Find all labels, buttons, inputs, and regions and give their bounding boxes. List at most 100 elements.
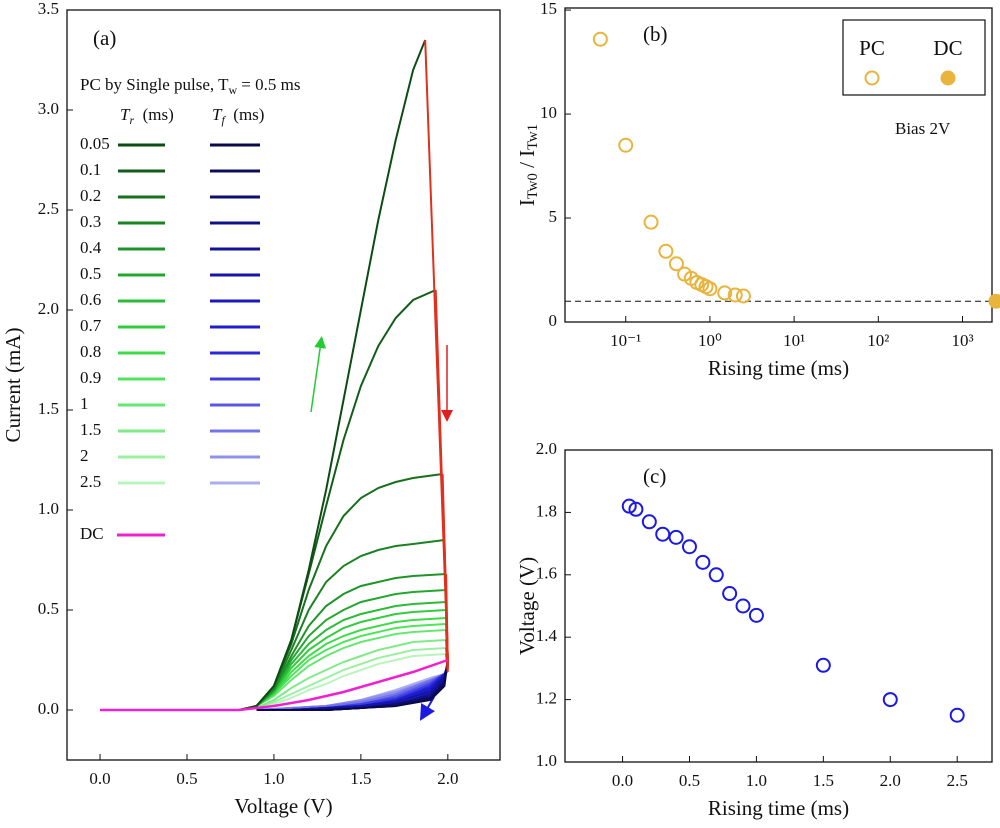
y-tick-label: 10 [540,103,557,122]
legend-header-part: T [212,105,223,124]
point [668,529,684,545]
x-tick-label: 0.5 [679,771,700,790]
legend-header-part: (ms) [225,105,265,124]
legend-label: DC [80,524,104,543]
legend-title-part: w [228,83,237,97]
legend-title-part: PC by Single pulse, T [80,75,229,94]
legend-label: 0.7 [80,316,102,335]
y-tick-label: 15 [540,0,557,18]
legend-label: PC [859,36,885,60]
point [681,539,697,555]
y-axis-label: Current (mA) [1,328,25,443]
point [695,554,711,570]
x-tick-label: 10¹ [783,331,805,350]
drop-segment [424,39,449,661]
point [717,285,733,301]
legend-header-part: (ms) [134,105,174,124]
point [988,293,1000,309]
y-tick-label: 2.0 [536,439,557,458]
x-tick-label: 1.5 [350,769,371,788]
x-axis-label: Voltage (V) [234,794,332,818]
point [722,586,738,602]
x-tick-label: 10⁰ [698,331,722,350]
y-tick-label: 3.0 [38,99,59,118]
y-tick-label: 1.4 [536,626,558,645]
legend-label: 0.8 [80,342,101,361]
annotation: Bias 2V [895,119,951,138]
point [735,288,751,304]
legend-label: 0.3 [80,212,101,231]
panel-label: (a) [93,26,116,50]
y-axis-label-part: I [515,199,539,206]
x-tick-label: 10³ [951,331,973,350]
fall-curve [256,659,449,711]
legend-label: 0.5 [80,264,101,283]
point [949,707,965,723]
y-tick-label: 1.2 [536,689,557,708]
legend-label: 2 [80,446,89,465]
legend-label: 0.9 [80,368,101,387]
legend-header-part: f [221,113,226,127]
legend-header-part: r [129,113,134,127]
rise-curve [100,39,427,711]
point [628,501,644,517]
point [708,567,724,583]
x-tick-label: 0.5 [176,769,197,788]
y-tick-label: 5 [549,207,558,226]
y-tick-label: 2.5 [38,199,59,218]
point [735,598,751,614]
legend-label: 1.5 [80,420,101,439]
legend-header: Tf (ms) [212,105,264,127]
legend-title-part: = 0.5 ms [237,75,300,94]
y-axis-label-part: / I [515,150,539,173]
y-tick-label: 1.6 [536,564,557,583]
plot-frame [564,7,993,323]
dc-curve [100,658,449,712]
legend-marker [864,70,880,86]
legend-label: 1 [80,394,89,413]
y-tick-label: 1.5 [38,399,59,418]
point [815,657,831,673]
x-tick-label: 2.0 [880,771,901,790]
y-axis-label-part: Tw1 [525,124,541,150]
y-tick-label: 1.8 [536,501,557,520]
point [641,514,657,530]
y-tick-label: 1.0 [38,499,59,518]
y-tick-label: 1.0 [536,751,557,770]
rise-curve [100,473,443,711]
legend-label: 0.4 [80,238,102,257]
legend-header: Tr (ms) [120,105,174,127]
point [658,243,674,259]
legend-label: 0.05 [80,134,110,153]
panel-label: (b) [643,22,668,46]
legend-label: 0.6 [80,290,101,309]
rise-curve [100,539,445,711]
point [643,214,659,230]
x-tick-label: 0.0 [89,769,110,788]
legend-label: 0.1 [80,160,101,179]
x-tick-label: 1.0 [746,771,767,790]
x-tick-label: 2.0 [437,769,458,788]
legend-header-part: T [120,105,131,124]
legend-marker [940,70,956,86]
arrow-up [310,336,327,413]
y-tick-label: 2.0 [38,299,59,318]
x-tick-label: 10⁻¹ [610,331,641,350]
point [655,526,671,542]
legend-label: DC [933,36,962,60]
y-tick-label: 0 [549,311,558,330]
y-axis-label-part: Tw0 [525,173,541,199]
point [668,256,684,272]
point [618,137,634,153]
point [727,287,743,303]
x-tick-label: 10² [867,331,889,350]
point [748,607,764,623]
x-axis-label: Rising time (ms) [708,356,849,380]
x-tick-label: 1.0 [263,769,284,788]
x-axis-label: Rising time (ms) [708,796,849,820]
plot-frame [564,449,993,763]
plot-frame [66,9,501,761]
x-tick-label: 1.5 [813,771,834,790]
x-tick-label: 2.5 [947,771,968,790]
